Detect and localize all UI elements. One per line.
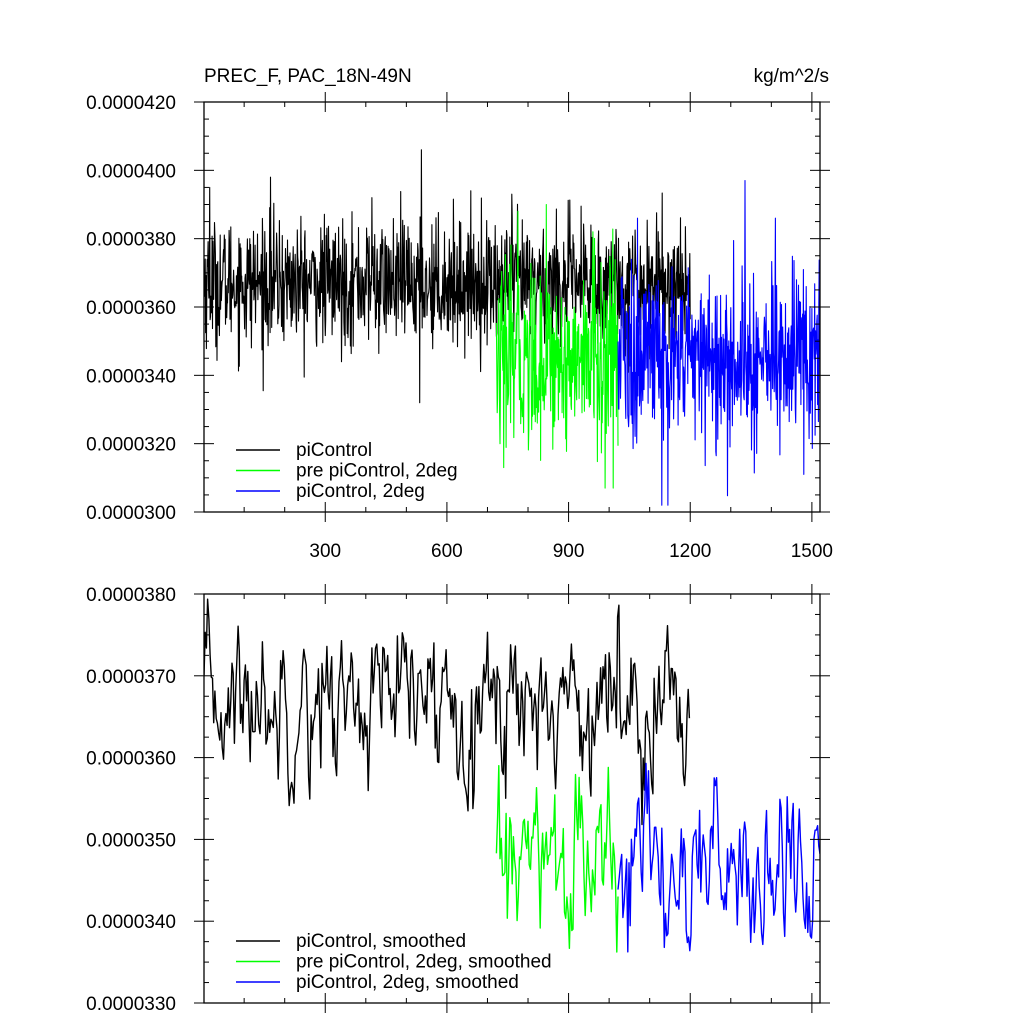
series-line-1 — [204, 598, 691, 826]
legend-label: piControl — [296, 440, 372, 461]
y-tick-label: 0.0000350 — [86, 830, 176, 851]
series-line-3 — [617, 180, 820, 506]
x-tick-label: 1200 — [669, 541, 711, 562]
legend-label: pre piControl, 2deg, smoothed — [296, 952, 552, 973]
x-tick-label: 600 — [431, 541, 463, 562]
y-tick-label: 0.0000380 — [86, 585, 176, 606]
y-tick-label: 0.0000320 — [86, 435, 176, 456]
legend-label: pre piControl, 2deg — [296, 461, 458, 482]
bottom-panel: 0.0000330 0.0000340 0.0000350 0.0000360 0.00… — [86, 584, 830, 1015]
legend-label: piControl, smoothed — [296, 931, 466, 952]
y-tick-label: 0.0000340 — [86, 366, 176, 387]
legend-label: piControl, 2deg — [296, 481, 425, 502]
y-tick-label: 0.0000360 — [86, 298, 176, 319]
y-tick-label: 0.0000300 — [86, 503, 176, 524]
top-panel: 300 600 900 1200 1500 0.0000300 0.0000320 0.000… — [86, 92, 833, 562]
series-line-2 — [495, 765, 619, 953]
y-tick-label: 0.0000420 — [86, 93, 176, 114]
x-tick-label: 300 — [309, 541, 341, 562]
chart-title: PREC_F, PAC_18N-49N — [204, 66, 412, 87]
y-tick-label: 0.0000370 — [86, 667, 176, 688]
units-label: kg/m^2/s — [754, 66, 829, 87]
series-line-1 — [204, 149, 691, 404]
x-tick-label: 1500 — [791, 541, 833, 562]
y-tick-label: 0.0000380 — [86, 230, 176, 251]
series-line-3 — [617, 762, 820, 953]
y-tick-label: 0.0000360 — [86, 749, 176, 770]
y-tick-label: 0.0000340 — [86, 912, 176, 933]
y-tick-label: 0.0000400 — [86, 161, 176, 182]
legend-label: piControl, 2deg, smoothed — [296, 972, 519, 993]
y-tick-label: 0.0000330 — [86, 994, 176, 1015]
series-line-2 — [495, 203, 619, 489]
x-tick-label: 900 — [553, 541, 585, 562]
